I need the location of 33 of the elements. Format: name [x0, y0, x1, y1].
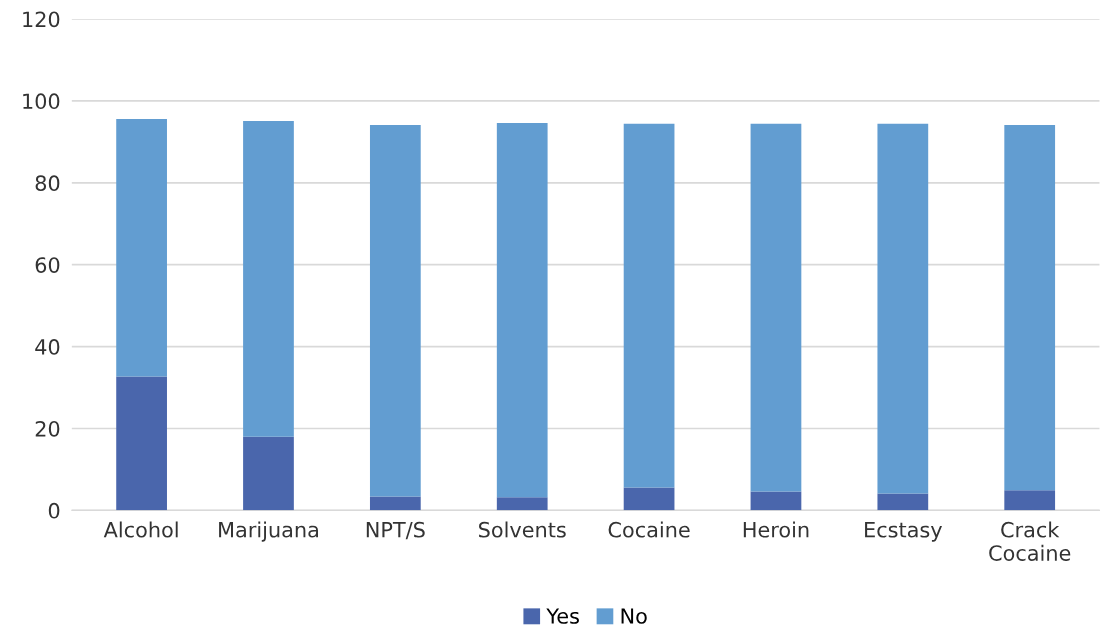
y-tick-label: 20	[35, 420, 60, 437]
x-tick-label: Crack Cocaine	[989, 521, 1071, 561]
bar	[369, 496, 421, 511]
bar	[496, 123, 548, 498]
bar	[750, 491, 802, 511]
x-tick-label: Alcohol	[103, 521, 178, 538]
bar	[877, 123, 929, 494]
bar	[243, 436, 294, 511]
bar	[243, 120, 294, 437]
bar	[623, 123, 675, 488]
y-tick-label: 0	[48, 502, 60, 519]
legend-label: No	[621, 608, 647, 624]
bar	[877, 493, 929, 511]
bar	[116, 376, 167, 511]
x-tick-label: Heroin	[743, 521, 809, 538]
bar	[116, 118, 167, 377]
x-tick-label: Marijuana	[219, 521, 318, 542]
bar	[369, 125, 421, 497]
bar	[750, 123, 802, 492]
y-tick-label: 40	[35, 339, 60, 355]
bar	[623, 487, 675, 511]
y-tick-label: 80	[35, 175, 60, 192]
bar	[496, 497, 548, 511]
x-tick-label: NPT/S	[366, 521, 425, 540]
legend-label: Yes	[546, 608, 579, 624]
bar	[1004, 490, 1056, 511]
bar	[1004, 125, 1056, 491]
x-tick-label: Cocaine	[608, 521, 690, 538]
y-tick-label: 100	[23, 93, 60, 110]
x-tick-label: Solvents	[479, 521, 566, 538]
y-tick-label: 120	[23, 11, 60, 28]
x-tick-label: Ecstasy	[865, 522, 942, 542]
y-tick-label: 60	[35, 257, 60, 273]
